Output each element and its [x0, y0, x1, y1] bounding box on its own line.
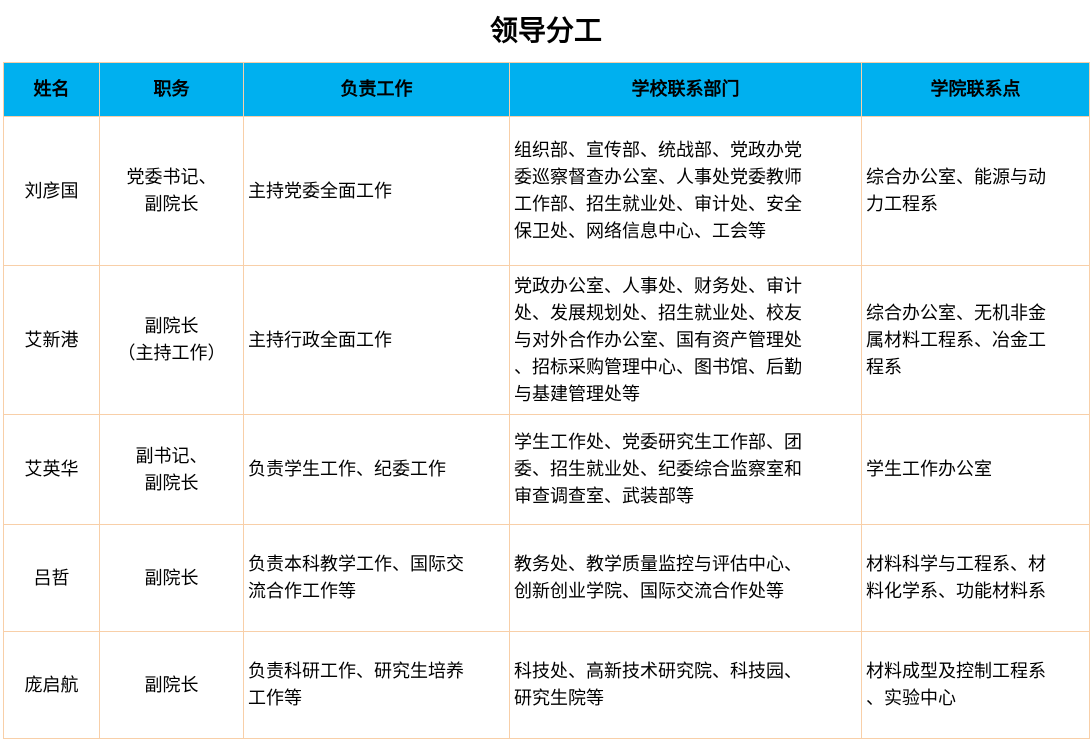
college-contacts-cell: 综合办公室、能源与动 力工程系 [861, 116, 1090, 266]
table-row: 刘彦国 党委书记、 副院长 主持党委全面工作 组织部、宣传部、统战部、党政办党 委巡察督查… [3, 116, 1090, 266]
column-header-position: 职务 [99, 62, 244, 117]
name-cell: 吕哲 [3, 524, 100, 632]
name-cell: 刘彦国 [3, 116, 100, 266]
position-cell-line: 党委书记、 [126, 167, 217, 188]
college-contacts-cell-line: 料化学系、功能材料系 [866, 581, 1046, 602]
college-contacts-cell-line: 、实验中心 [866, 688, 956, 709]
position-cell: 副院长 （主持工作） [99, 265, 244, 415]
college-contacts-cell: 材料成型及控制工程系 、实验中心 [861, 631, 1090, 739]
duty-cell: 主持行政全面工作 [243, 265, 510, 415]
position-cell-line: （主持工作） [117, 343, 226, 364]
college-contacts-cell: 学生工作办公室 [861, 414, 1090, 525]
college-contacts-cell-line: 材料科学与工程系、材 [866, 554, 1046, 575]
position-cell-line: 副院长 [144, 316, 199, 337]
college-contacts-cell-line: 材料成型及控制工程系 [866, 661, 1046, 682]
school-depts-cell-line: 研究生院等 [514, 688, 604, 709]
college-contacts-cell-line: 程系 [866, 356, 902, 378]
duty-cell: 主持党委全面工作 [243, 116, 510, 266]
college-contacts-cell-line: 综合办公室、能源与动 [866, 167, 1046, 188]
college-contacts-cell-line: 力工程系 [866, 194, 938, 215]
school-depts-cell: 科技处、高新技术研究院、科技园、 研究生院等 [509, 631, 862, 739]
school-depts-cell-line: 委、招生就业处、纪委综合监察室和 [514, 459, 802, 480]
column-header-college-contacts: 学院联系点 [861, 62, 1090, 117]
page-title: 领导分工 [489, 14, 602, 47]
position-cell-line: 副院长 [144, 472, 199, 494]
school-depts-cell-line: 审查调查室、武装部等 [514, 486, 694, 507]
school-depts-cell: 党政办公室、人事处、财务处、审计 处、发展规划处、招生就业处、校友 与对外合作办公室… [509, 265, 862, 415]
table-row: 艾新港 副院长 （主持工作） 主持行政全面工作 党政办公室、人事处、财务处、审计 处、发展… [3, 265, 1090, 415]
column-header-school-depts: 学校联系部门 [509, 62, 862, 117]
school-depts-cell-line: 工作部、招生就业处、审计处、安全 [514, 194, 802, 215]
school-depts-cell-line: 、招标采购管理中心、图书馆、后勤 [514, 356, 802, 378]
position-cell: 党委书记、 副院长 [99, 116, 244, 266]
duty-cell-line: 流合作工作等 [248, 581, 356, 602]
college-contacts-cell-line: 学生工作办公室 [866, 459, 992, 480]
position-cell-line: 副院长 [144, 194, 199, 215]
position-cell: 副院长 [99, 631, 244, 739]
duty-cell-line: 负责科研工作、研究生培养 [248, 661, 464, 682]
school-depts-cell-line: 学生工作处、党委研究生工作部、团 [514, 432, 802, 453]
school-depts-cell: 教务处、教学质量监控与评估中心、 创新创业学院、国际交流合作处等 [509, 524, 862, 632]
position-cell-line: 副书记、 [135, 445, 208, 467]
duty-cell-line: 负责学生工作、纪委工作 [248, 459, 446, 480]
duty-cell: 负责本科教学工作、国际交 流合作工作等 [243, 524, 510, 632]
column-header-duty: 负责工作 [243, 62, 510, 117]
duty-cell-line: 负责本科教学工作、国际交 [248, 554, 464, 575]
school-depts-cell: 组织部、宣传部、统战部、党政办党 委巡察督查办公室、人事处党委教师 工作部、招生就业… [509, 116, 862, 266]
school-depts-cell-line: 与对外合作办公室、国有资产管理处 [514, 329, 802, 351]
college-contacts-cell-line: 综合办公室、无机非金 [866, 302, 1046, 324]
duty-cell-line: 主持行政全面工作 [248, 329, 392, 351]
school-depts-cell-line: 委巡察督查办公室、人事处党委教师 [514, 167, 802, 188]
school-depts-cell-line: 教务处、教学质量监控与评估中心、 [514, 554, 802, 575]
table-row: 吕哲 副院长 负责本科教学工作、国际交 流合作工作等 教务处、教学质量监控与评估中心、创… [3, 524, 1090, 632]
name-cell: 庞启航 [3, 631, 100, 739]
school-depts-cell: 学生工作处、党委研究生工作部、团 委、招生就业处、纪委综合监察室和 审查调查室、武装… [509, 414, 862, 525]
school-depts-cell-line: 科技处、高新技术研究院、科技园、 [514, 661, 802, 682]
duty-cell: 负责科研工作、研究生培养 工作等 [243, 631, 510, 739]
position-cell-line: 副院长 [144, 674, 199, 696]
duty-cell-line: 工作等 [248, 688, 302, 709]
table-header-row: 姓名 职务 负责工作 学校联系部门 学院联系点 [3, 62, 1090, 117]
college-contacts-cell-line: 属材料工程系、冶金工 [866, 329, 1046, 351]
position-cell-line: 副院长 [144, 567, 199, 589]
school-depts-cell-line: 党政办公室、人事处、财务处、审计 [514, 275, 802, 297]
name-cell: 艾新港 [3, 265, 100, 415]
table-row: 艾英华 副书记、 副院长 负责学生工作、纪委工作 学生工作处、党委研究生工作部、团 委、招… [3, 414, 1090, 525]
school-depts-cell-line: 保卫处、网络信息中心、工会等 [514, 221, 766, 242]
college-contacts-cell: 综合办公室、无机非金 属材料工程系、冶金工 程系 [861, 265, 1090, 415]
table-row: 庞启航 副院长 负责科研工作、研究生培养 工作等 科技处、高新技术研究院、科技园、 研究生… [3, 631, 1090, 739]
column-header-name: 姓名 [3, 62, 100, 117]
school-depts-cell-line: 与基建管理处等 [514, 383, 640, 405]
position-cell: 副书记、 副院长 [99, 414, 244, 525]
position-cell: 副院长 [99, 524, 244, 632]
school-depts-cell-line: 创新创业学院、国际交流合作处等 [514, 581, 784, 602]
name-cell: 艾英华 [3, 414, 100, 525]
school-depts-cell-line: 处、发展规划处、招生就业处、校友 [514, 302, 802, 324]
duty-cell: 负责学生工作、纪委工作 [243, 414, 510, 525]
duty-cell-line: 主持党委全面工作 [248, 180, 392, 202]
college-contacts-cell: 材料科学与工程系、材 料化学系、功能材料系 [861, 524, 1090, 632]
school-depts-cell-line: 组织部、宣传部、统战部、党政办党 [514, 140, 802, 161]
leadership-table: 姓名 职务 负责工作 学校联系部门 学院联系点 刘彦国 党委书记、 副院长 主持党委全面工作组… [3, 62, 1090, 739]
